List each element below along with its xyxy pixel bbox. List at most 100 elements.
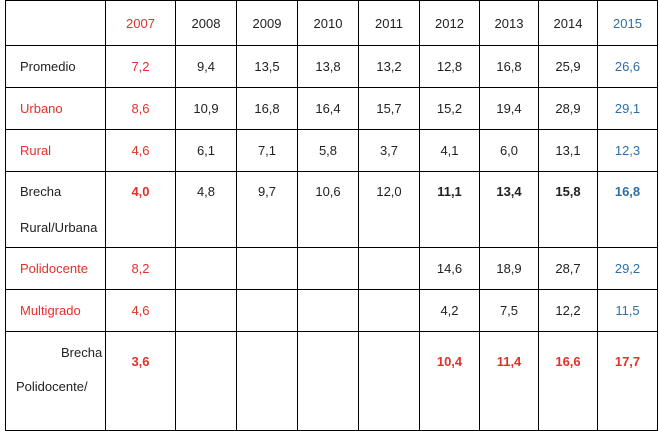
table-row-urbano: Urbano 8,6 10,9 16,8 16,4 15,7 15,2 19,4… — [5, 87, 658, 130]
year-header: 2012 — [419, 0, 480, 46]
table-cell: 7,5 — [479, 289, 539, 332]
row-label: Brecha Rural/Urbana — [5, 171, 106, 248]
table-cell: 4,8 — [175, 171, 237, 248]
cell-value: 10,6 — [315, 184, 341, 199]
table-cell: 4,6 — [105, 129, 176, 172]
table-cell — [358, 331, 420, 431]
table-cell — [175, 331, 237, 431]
table-cell: 10,4 — [419, 331, 480, 431]
cell-value: 4,0 — [131, 184, 150, 199]
header-row: 2007 2008 2009 2010 2011 2012 2013 2014 … — [5, 0, 658, 46]
row-label: Brecha Polidocente/ — [5, 331, 106, 431]
table-cell: 7,1 — [236, 129, 298, 172]
table-cell: 8,2 — [105, 247, 176, 290]
row-label: Rural — [5, 129, 106, 172]
table-cell: 25,9 — [538, 45, 598, 88]
table-cell: 4,6 — [105, 289, 176, 332]
cell-value: 15,8 — [555, 184, 581, 199]
table-cell: 26,6 — [597, 45, 658, 88]
year-header: 2013 — [479, 0, 539, 46]
year-header: 2011 — [358, 0, 420, 46]
table-cell: 28,7 — [538, 247, 598, 290]
table-row-brecha-rural-urbana: Brecha Rural/Urbana 4,0 4,8 9,7 10,6 12,… — [5, 171, 658, 248]
table-cell: 13,1 — [538, 129, 598, 172]
table-cell: 15,2 — [419, 87, 480, 130]
row-label-line: Rural/Urbana — [20, 219, 98, 235]
table-cell: 11,1 — [419, 171, 480, 248]
table-cell: 19,4 — [479, 87, 539, 130]
table-cell: 29,2 — [597, 247, 658, 290]
table-cell: 13,2 — [358, 45, 420, 88]
table-row-polidocente: Polidocente 8,2 14,6 18,9 28,7 29,2 — [5, 247, 658, 290]
row-label-line: Brecha — [20, 183, 62, 199]
row-label: Multigrado — [5, 289, 106, 332]
table-cell: 9,7 — [236, 171, 298, 248]
table-cell: 3,7 — [358, 129, 420, 172]
row-label: Promedio — [5, 45, 106, 88]
row-label: Urbano — [5, 87, 106, 130]
table-cell: 4,1 — [419, 129, 480, 172]
table-cell: 10,6 — [297, 171, 359, 248]
table-cell: 12,3 — [597, 129, 658, 172]
table-cell: 16,4 — [297, 87, 359, 130]
cell-value: 16,8 — [614, 184, 641, 199]
cell-value: 13,4 — [496, 184, 522, 199]
table-cell: 29,1 — [597, 87, 658, 130]
table-cell: 7,2 — [105, 45, 176, 88]
table-cell: 5,8 — [297, 129, 359, 172]
table-cell: 13,8 — [297, 45, 359, 88]
table-cell — [175, 247, 237, 290]
table-cell: 6,0 — [479, 129, 539, 172]
table-cell: 12,2 — [538, 289, 598, 332]
table-row-multigrado: Multigrado 4,6 4,2 7,5 12,2 11,5 — [5, 289, 658, 332]
table-cell — [297, 331, 359, 431]
table-cell: 16,6 — [538, 331, 598, 431]
year-header: 2009 — [236, 0, 298, 46]
table-cell — [236, 331, 298, 431]
table-cell: 16,8 — [236, 87, 298, 130]
cell-value: 9,7 — [257, 184, 277, 199]
table-cell: 28,9 — [538, 87, 598, 130]
table-cell: 12,8 — [419, 45, 480, 88]
table-cell: 15,8 — [538, 171, 598, 248]
table-cell: 17,7 — [597, 331, 658, 431]
row-label-line: Polidocente/ — [16, 379, 88, 394]
table-row-promedio: Promedio 7,2 9,4 13,5 13,8 13,2 12,8 16,… — [5, 45, 658, 88]
year-header: 2007 — [105, 0, 176, 46]
table-row-rural: Rural 4,6 6,1 7,1 5,8 3,7 4,1 6,0 13,1 1… — [5, 129, 658, 172]
row-label-line: Brecha — [61, 345, 103, 360]
year-header: 2008 — [175, 0, 237, 46]
table-cell — [297, 289, 359, 332]
table-cell: 15,7 — [358, 87, 420, 130]
year-header: 2014 — [538, 0, 598, 46]
table-cell: 9,4 — [175, 45, 237, 88]
table-row-brecha-polidocente: Brecha Polidocente/ 3,6 10,4 11,4 16,6 1… — [5, 331, 658, 431]
table-cell — [175, 289, 237, 332]
table-cell: 8,6 — [105, 87, 176, 130]
row-label: Polidocente — [5, 247, 106, 290]
table-cell — [236, 247, 298, 290]
table-cell — [236, 289, 298, 332]
table-cell: 3,6 — [105, 331, 176, 431]
table-cell: 16,8 — [597, 171, 658, 248]
cell-value: 12,0 — [376, 184, 402, 199]
cell-value: 4,8 — [196, 184, 216, 199]
data-table: 2007 2008 2009 2010 2011 2012 2013 2014 … — [5, 0, 658, 431]
table-cell: 4,2 — [419, 289, 480, 332]
year-header: 2015 — [597, 0, 658, 46]
year-header: 2010 — [297, 0, 359, 46]
header-empty-cell — [5, 0, 106, 46]
cell-value: 11,1 — [437, 184, 462, 199]
table-cell — [358, 247, 420, 290]
table-cell: 13,5 — [236, 45, 298, 88]
table-cell — [297, 247, 359, 290]
table-cell: 12,0 — [358, 171, 420, 248]
table-cell: 14,6 — [419, 247, 480, 290]
table-cell: 11,4 — [479, 331, 539, 431]
table-cell: 18,9 — [479, 247, 539, 290]
table-cell: 16,8 — [479, 45, 539, 88]
table-cell — [358, 289, 420, 332]
table-cell: 13,4 — [479, 171, 539, 248]
table-cell: 6,1 — [175, 129, 237, 172]
table-cell: 10,9 — [175, 87, 237, 130]
